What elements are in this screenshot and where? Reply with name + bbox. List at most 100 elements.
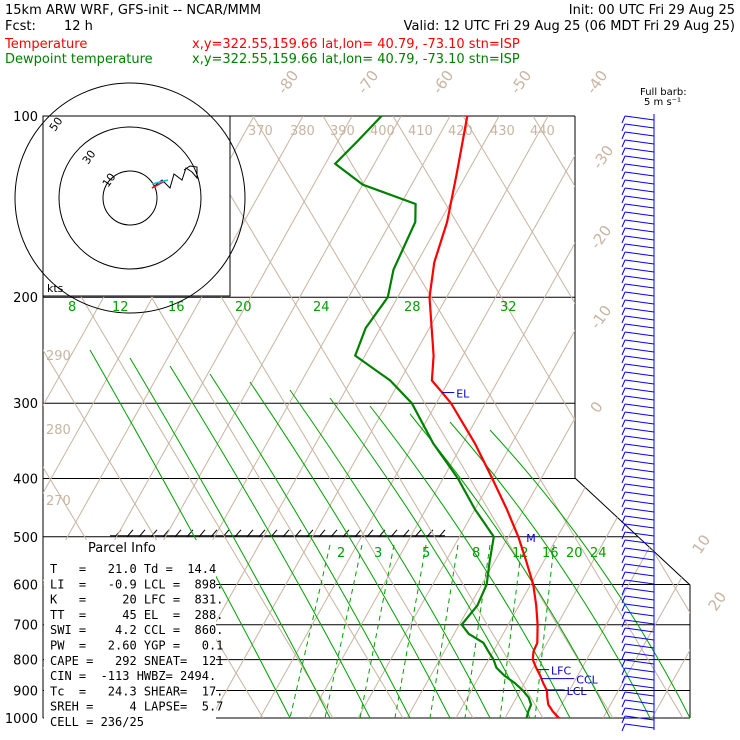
mixing-ratio-line bbox=[359, 544, 395, 718]
profile-series bbox=[333, 115, 560, 719]
wind-barb bbox=[624, 131, 655, 137]
wind-barb-flag bbox=[621, 515, 626, 524]
isotherm-line bbox=[553, 116, 690, 718]
parcel-row: SWI = 4.2 CCL = 860. bbox=[50, 623, 223, 637]
wind-barb bbox=[624, 547, 655, 553]
mixing-ratio-line bbox=[394, 544, 427, 718]
wind-barb bbox=[624, 251, 655, 257]
wind-barb bbox=[624, 243, 655, 249]
isotherm-line bbox=[602, 116, 690, 718]
mixing-ratio-label: 16 bbox=[542, 546, 559, 561]
dew-legend-label: Dewpoint temperature bbox=[5, 52, 153, 67]
wind-barb bbox=[624, 355, 655, 361]
wind-key-line1: Full barb: bbox=[640, 87, 687, 98]
wind-barb bbox=[624, 123, 655, 129]
wind-barb bbox=[624, 147, 655, 153]
mixing-ratio-label: 24 bbox=[313, 300, 330, 315]
hatch-mark bbox=[186, 529, 194, 538]
wind-barb-flag bbox=[621, 115, 626, 124]
wind-barb bbox=[624, 291, 655, 297]
wind-barb-flag bbox=[621, 347, 626, 356]
wind-barb-flag bbox=[621, 491, 626, 500]
mixing-ratio-label: 8 bbox=[472, 546, 480, 561]
hatch-mark bbox=[318, 529, 326, 538]
wind-barb-flag bbox=[621, 403, 626, 412]
wind-barb bbox=[624, 163, 655, 169]
parcel-row: K = 20 LFC = 831. bbox=[50, 593, 223, 607]
wind-barb-flag bbox=[621, 675, 626, 684]
wind-barb-flag bbox=[621, 547, 626, 556]
wind-barb bbox=[624, 155, 655, 161]
wind-barb-flag bbox=[621, 227, 626, 236]
parcel-row: T = 21.0 Td = 14.4 bbox=[50, 562, 216, 576]
parcel-info-box: Parcel Info T = 21.0 Td = 14.4LI = -0.9 L… bbox=[44, 540, 223, 730]
hodograph-ring bbox=[58, 126, 202, 270]
wind-barb bbox=[624, 203, 655, 209]
wind-barb-flag bbox=[621, 691, 626, 700]
pressure-tick-100: 100 bbox=[13, 110, 38, 125]
isotherm-label: 10 bbox=[689, 531, 715, 557]
isotherm-label: -10 bbox=[587, 302, 616, 332]
wind-barb-flag bbox=[621, 699, 626, 708]
parcel-box-background bbox=[44, 540, 216, 730]
wind-barb-flag bbox=[621, 355, 626, 364]
wind-barb-flag bbox=[621, 163, 626, 172]
mixing-ratio-label: 3 bbox=[374, 546, 382, 561]
wind-barb bbox=[624, 187, 655, 193]
parcel-title: Parcel Info bbox=[88, 541, 156, 556]
wind-barb-flag bbox=[621, 411, 626, 420]
wind-barb-flag bbox=[621, 475, 626, 484]
hatch-mark bbox=[390, 529, 398, 538]
mean-wind-vector bbox=[151, 179, 169, 185]
wind-barb bbox=[624, 571, 655, 577]
wind-barb-flag bbox=[621, 443, 626, 452]
hatch-mark bbox=[402, 529, 410, 538]
wind-barb-flag bbox=[621, 531, 626, 540]
isotherm-label: -80 bbox=[274, 67, 303, 97]
level-label-ccl: CCL bbox=[576, 674, 598, 687]
moist-adiabat-line bbox=[369, 405, 571, 718]
storm-motion-vector bbox=[151, 180, 166, 189]
wind-barb bbox=[624, 371, 655, 377]
moist-adiabat-line bbox=[169, 365, 371, 718]
mixing-ratio-line bbox=[534, 544, 555, 718]
parcel-row: LI = -0.9 LCL = 898. bbox=[50, 577, 223, 591]
mixing-ratio-label: 20 bbox=[235, 300, 252, 315]
wind-barb-flag bbox=[621, 611, 626, 620]
wind-barb-flag bbox=[621, 723, 626, 732]
mixing-ratio-label: 16 bbox=[168, 300, 185, 315]
isotherm-line bbox=[455, 116, 690, 718]
theta-label: 400 bbox=[370, 124, 395, 139]
wind-barb-flag bbox=[621, 179, 626, 188]
wind-barb bbox=[624, 715, 655, 721]
parcel-row: CIN = -113 HWBZ= 2494. bbox=[50, 669, 216, 683]
wind-barb bbox=[624, 235, 655, 241]
wind-barb bbox=[624, 283, 655, 289]
wind-barb bbox=[624, 603, 655, 609]
wind-barb-flag bbox=[621, 587, 626, 596]
wind-barb bbox=[624, 227, 655, 233]
wind-barb bbox=[624, 619, 655, 625]
pressure-tick-500: 500 bbox=[13, 531, 38, 546]
wind-barb-flag bbox=[621, 187, 626, 196]
wind-barb bbox=[624, 427, 655, 433]
model-title: 15km ARW WRF, GFS-init -- NCAR/MMM bbox=[5, 3, 261, 18]
wind-barb bbox=[624, 579, 655, 585]
forecast-label: Fcst: bbox=[5, 19, 36, 34]
wind-barb bbox=[624, 315, 655, 321]
wind-barb-flag bbox=[621, 523, 626, 532]
wind-barb-flag bbox=[621, 667, 626, 676]
wind-barb-flag bbox=[621, 707, 626, 716]
isotherm-line bbox=[701, 116, 740, 718]
hatch-mark bbox=[270, 529, 278, 538]
parcel-row: CAPE = 292 SNEAT= 121 bbox=[50, 654, 223, 668]
wind-barb bbox=[624, 699, 655, 705]
wind-barb-flag bbox=[621, 555, 626, 564]
wind-barb bbox=[624, 211, 655, 217]
wind-barb bbox=[624, 643, 655, 649]
wind-barb bbox=[624, 363, 655, 369]
wind-barb bbox=[624, 275, 655, 281]
wind-barb bbox=[624, 483, 655, 489]
wind-barb bbox=[624, 507, 655, 513]
